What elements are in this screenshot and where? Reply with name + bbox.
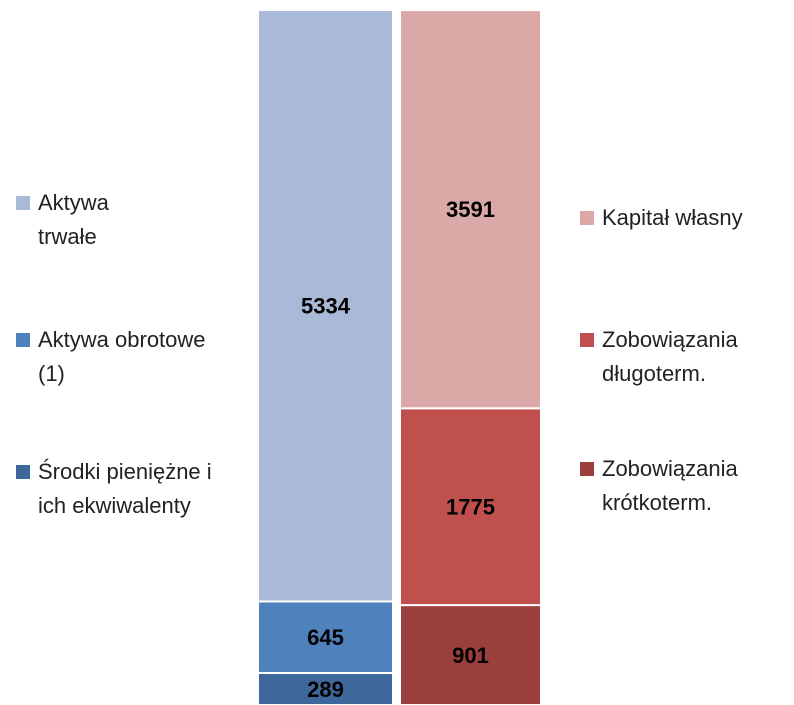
legend-swatch: [16, 196, 30, 210]
data-label: 3591: [446, 197, 495, 222]
legend-label: Aktywa obrotowe (1): [38, 327, 206, 386]
legend-label: Kapitał własny: [602, 205, 743, 230]
legend-label: Środki pieniężne i ich ekwiwalenty: [38, 459, 212, 518]
bar-segment: [399, 407, 542, 607]
bar-segment: [257, 671, 394, 705]
data-label: 1775: [446, 495, 495, 520]
bar-segment: [399, 604, 542, 705]
legend-label: Zobowiązania długoterm.: [602, 327, 738, 386]
legend-swatch: [580, 211, 594, 225]
bar-segment: [399, 9, 542, 410]
legend-label: Zobowiązania krótkoterm.: [602, 456, 738, 515]
legend-swatch: [580, 462, 594, 476]
legend-label: Aktywa trwałe: [38, 190, 109, 249]
legend-swatch: [580, 333, 594, 347]
data-label: 289: [307, 677, 344, 702]
data-label: 5334: [301, 294, 351, 319]
bar-segment: [257, 9, 394, 603]
data-label: 901: [452, 643, 489, 668]
legend-swatch: [16, 333, 30, 347]
data-label: 645: [307, 625, 344, 650]
legend-swatch: [16, 465, 30, 479]
bar-segment: [257, 600, 394, 674]
